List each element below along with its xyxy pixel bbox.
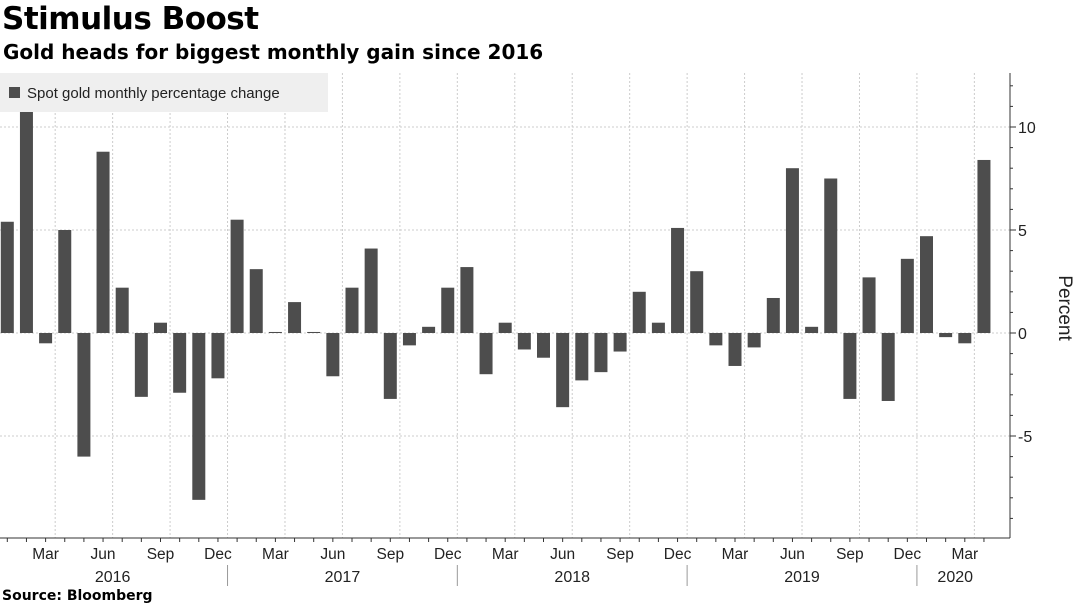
bar [115, 287, 129, 333]
bar [728, 333, 742, 366]
bar [613, 333, 627, 352]
bar [96, 151, 110, 333]
bar [0, 221, 14, 333]
bar [881, 333, 895, 401]
bar [977, 159, 991, 333]
bar [173, 333, 187, 393]
bar [575, 333, 589, 381]
bar [517, 333, 531, 350]
bar [594, 333, 608, 373]
x-tick-label: Jun [780, 546, 805, 563]
bar [441, 287, 455, 333]
x-tick-label: Mar [722, 546, 749, 563]
y-tick-label: 0 [1018, 326, 1027, 343]
bar [77, 333, 91, 457]
bar [556, 333, 570, 408]
x-tick-label: Dec [664, 546, 692, 563]
y-tick-label: -5 [1018, 429, 1032, 446]
chart-title: Stimulus Boost [2, 1, 259, 37]
bar [154, 322, 167, 333]
bar [364, 248, 378, 333]
x-tick-label: Jun [320, 546, 345, 563]
x-tick-label: Dec [204, 546, 232, 563]
bar [402, 333, 416, 346]
bar [805, 326, 819, 333]
bar [460, 267, 474, 333]
y-tick-label: 5 [1018, 223, 1027, 240]
x-year-label: 2017 [325, 569, 361, 586]
x-year-label: 2019 [784, 569, 820, 586]
bar [632, 291, 646, 333]
bar [326, 333, 340, 377]
bar [900, 258, 914, 333]
bar [747, 333, 761, 348]
bar [422, 326, 436, 333]
bar [671, 227, 685, 333]
bar [307, 331, 321, 333]
bar [862, 277, 876, 333]
x-tick-label: Dec [894, 546, 922, 563]
bar [19, 110, 33, 334]
bar [843, 333, 857, 399]
bar [651, 322, 665, 333]
x-tick-label: Sep [147, 546, 175, 563]
x-tick-label: Sep [606, 546, 634, 563]
bar [268, 331, 282, 333]
axes: -5 0 5 10 Mar Jun Sep Dec Mar Jun Sep Dec Mar Jun Sep D… [0, 73, 1036, 586]
x-tick-label: Sep [377, 546, 405, 563]
bar [249, 269, 263, 333]
bar [345, 287, 359, 333]
bar [230, 219, 244, 333]
bar [58, 230, 72, 333]
bar [211, 333, 225, 379]
y-tick-label: 10 [1018, 120, 1036, 137]
bar [709, 333, 723, 346]
legend-background [0, 73, 328, 112]
bar [498, 322, 512, 333]
bar [785, 168, 799, 333]
bar [134, 333, 148, 397]
x-year-label: 2020 [937, 569, 973, 586]
bar [192, 333, 206, 500]
bar [479, 333, 493, 375]
x-year-label: 2016 [95, 569, 131, 586]
legend: Spot gold monthly percentage change [0, 73, 328, 112]
bar [39, 333, 53, 344]
bar [920, 236, 933, 333]
chart-subtitle: Gold heads for biggest monthly gain sinc… [3, 40, 544, 64]
legend-label: Spot gold monthly percentage change [27, 85, 280, 102]
x-tick-label: Sep [836, 546, 864, 563]
bar [288, 302, 302, 333]
bar [766, 297, 780, 333]
y-axis-title: Percent [1054, 275, 1075, 341]
x-tick-label: Jun [550, 546, 575, 563]
bar [958, 333, 972, 344]
source-note: Source: Bloomberg [2, 588, 153, 604]
bar [383, 333, 397, 399]
x-tick-label: Mar [951, 546, 978, 563]
x-tick-label: Mar [32, 546, 59, 563]
x-year-label: 2018 [554, 569, 590, 586]
bar [824, 178, 838, 333]
x-tick-label: Mar [492, 546, 519, 563]
bar [690, 271, 704, 333]
bar [939, 333, 953, 338]
gridlines [0, 73, 1010, 538]
bar-chart: -5 0 5 10 Mar Jun Sep Dec Mar Jun Sep Dec Mar Jun Sep D… [0, 73, 1075, 586]
legend-swatch [9, 87, 20, 98]
bars [0, 110, 991, 500]
x-tick-label: Dec [434, 546, 462, 563]
bar [537, 333, 550, 358]
x-tick-label: Jun [91, 546, 116, 563]
x-tick-label: Mar [262, 546, 289, 563]
